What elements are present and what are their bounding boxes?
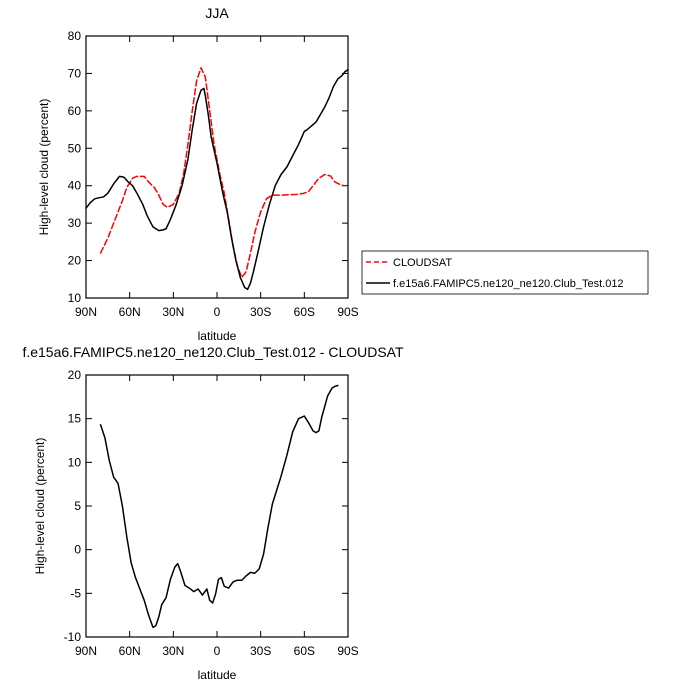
x-tick-label: 60S	[294, 644, 315, 658]
y-tick-label: 10	[68, 455, 82, 469]
y-tick-label: -10	[64, 630, 82, 644]
top-chart-y-label: High-level cloud (percent)	[37, 99, 51, 236]
top-chart: JJA 10 20 30 40 50 60 70 80 90N 60N 30N 0 30S 60S 90S…	[37, 5, 359, 343]
top-chart-title: JJA	[205, 5, 229, 21]
bottom-chart: f.e15a6.FAMIPC5.ne120_ne120.Club_Test.01…	[22, 344, 404, 682]
y-tick-label: 50	[68, 141, 82, 155]
y-tick-label: -5	[70, 586, 81, 600]
top-chart-x-label: latitude	[198, 329, 237, 343]
x-tick-label: 0	[214, 644, 221, 658]
bottom-chart-series	[99, 384, 339, 629]
x-tick-label: 90N	[75, 305, 97, 319]
top-chart-legend: CLOUDSAT f.e15a6.FAMIPC5.ne120_ne120.Clu…	[361, 250, 649, 295]
x-tick-label: 60N	[119, 644, 141, 658]
x-tick-label: 30S	[250, 644, 271, 658]
y-tick-label: 10	[68, 291, 82, 305]
top-chart-y-axis: 10 20 30 40 50 60 70 80	[68, 29, 348, 305]
bottom-chart-frame	[85, 374, 349, 638]
bottom-chart-y-label: High-level cloud (percent)	[33, 438, 47, 575]
legend-label-cloudsat: CLOUDSAT	[393, 257, 452, 269]
y-tick-label: 80	[68, 29, 82, 43]
legend-box	[361, 250, 649, 295]
y-tick-label: 5	[74, 499, 81, 513]
x-tick-label: 60N	[119, 305, 141, 319]
y-tick-label: 70	[68, 66, 82, 80]
x-tick-label: 60S	[294, 305, 315, 319]
x-tick-label: 30N	[162, 644, 184, 658]
series-line-0	[99, 384, 339, 629]
x-tick-label: 0	[214, 305, 221, 319]
x-tick-label: 90S	[337, 644, 358, 658]
bottom-chart-y-axis: -10 -5 0 5 10 15 20	[64, 368, 348, 644]
legend-label-model: f.e15a6.FAMIPC5.ne120_ne120.Club_Test.01…	[393, 278, 624, 290]
top-chart-x-axis: 90N 60N 30N 0 30S 60S 90S	[75, 36, 359, 319]
top-chart-series	[85, 67, 349, 291]
x-tick-label: 30N	[162, 305, 184, 319]
y-tick-label: 0	[74, 543, 81, 557]
y-tick-label: 60	[68, 104, 82, 118]
y-tick-label: 20	[68, 368, 82, 382]
bottom-chart-title: f.e15a6.FAMIPC5.ne120_ne120.Club_Test.01…	[22, 344, 404, 360]
x-tick-label: 30S	[250, 305, 271, 319]
bottom-chart-x-label: latitude	[198, 668, 237, 682]
series-line-1	[85, 68, 349, 291]
y-tick-label: 15	[68, 412, 82, 426]
series-line-0	[99, 67, 345, 279]
x-tick-label: 90N	[75, 644, 97, 658]
bottom-chart-x-axis: 90N 60N 30N 0 30S 60S 90S	[75, 375, 359, 658]
y-tick-label: 30	[68, 216, 82, 230]
x-tick-label: 90S	[337, 305, 358, 319]
y-tick-label: 40	[68, 179, 82, 193]
y-tick-label: 20	[68, 254, 82, 268]
